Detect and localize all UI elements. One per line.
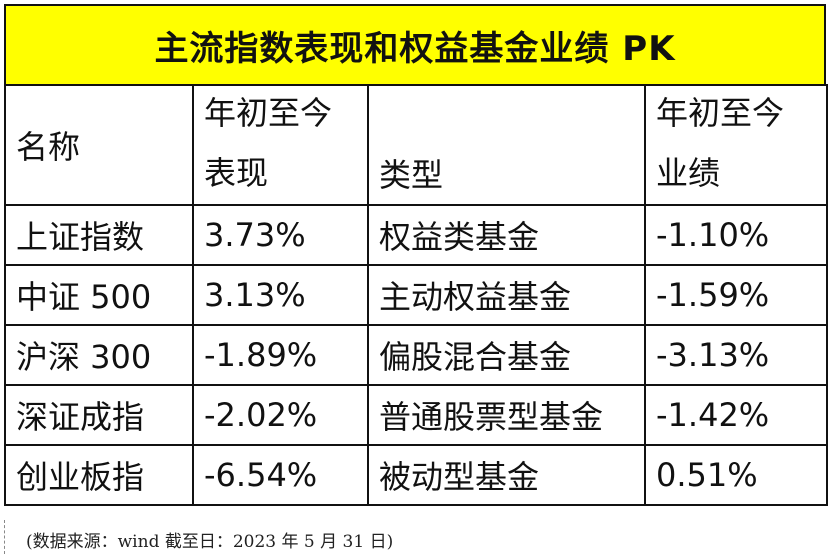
header-index-perf-line2: 表现 — [204, 154, 269, 192]
index-perf: -6.54% — [192, 444, 369, 506]
header-type-label: 类型 — [379, 156, 444, 194]
fund-perf: -1.42% — [644, 384, 828, 446]
header-fund-perf: 年初至今 业绩 — [644, 84, 828, 206]
header-index-perf: 年初至今 表现 — [192, 84, 369, 206]
index-perf: -1.89% — [192, 324, 369, 386]
header-fund-perf-line1: 年初至今 — [656, 94, 785, 132]
index-name: 上证指数 — [4, 204, 194, 266]
fund-type: 普通股票型基金 — [367, 384, 646, 446]
fund-type: 主动权益基金 — [367, 264, 646, 326]
fund-perf: 0.51% — [644, 444, 828, 506]
header-name: 名称 — [4, 84, 194, 206]
header-fund-perf-line2: 业绩 — [656, 154, 721, 192]
fund-type: 权益类基金 — [367, 204, 646, 266]
index-name: 沪深 300 — [4, 324, 194, 386]
fund-perf: -1.59% — [644, 264, 828, 326]
index-perf: -2.02% — [192, 384, 369, 446]
comparison-table: 名称 年初至今 表现 类型 年初至今 业绩 上证指数 3.73% 权益类基金 — [4, 84, 828, 506]
fund-perf: -1.10% — [644, 204, 828, 266]
index-name: 深证成指 — [4, 384, 194, 446]
table-row: 中证 500 3.13% 主动权益基金 -1.59% — [4, 264, 828, 326]
index-perf: 3.73% — [192, 204, 369, 266]
fund-type: 偏股混合基金 — [367, 324, 646, 386]
index-perf: 3.13% — [192, 264, 369, 326]
source-note: (数据来源：wind 截至日：2023 年 5 月 31 日) — [26, 532, 394, 552]
source-footer: (数据来源：wind 截至日：2023 年 5 月 31 日) — [4, 520, 826, 554]
header-type: 类型 — [367, 84, 646, 206]
table-row: 上证指数 3.73% 权益类基金 -1.10% — [4, 204, 828, 266]
table-row: 创业板指 -6.54% 被动型基金 0.51% — [4, 444, 828, 506]
table-row: 深证成指 -2.02% 普通股票型基金 -1.42% — [4, 384, 828, 446]
index-name: 创业板指 — [4, 444, 194, 506]
table-container: 主流指数表现和权益基金业绩 PK 名称 年初至今 表现 类型 — [4, 4, 828, 556]
header-index-perf-line1: 年初至今 — [204, 94, 333, 132]
fund-perf: -3.13% — [644, 324, 828, 386]
table-row: 沪深 300 -1.89% 偏股混合基金 -3.13% — [4, 324, 828, 386]
index-name: 中证 500 — [4, 264, 194, 326]
fund-type: 被动型基金 — [367, 444, 646, 506]
header-row: 名称 年初至今 表现 类型 年初至今 业绩 — [4, 84, 828, 206]
table-title: 主流指数表现和权益基金业绩 PK — [4, 4, 826, 86]
header-name-label: 名称 — [16, 128, 81, 166]
